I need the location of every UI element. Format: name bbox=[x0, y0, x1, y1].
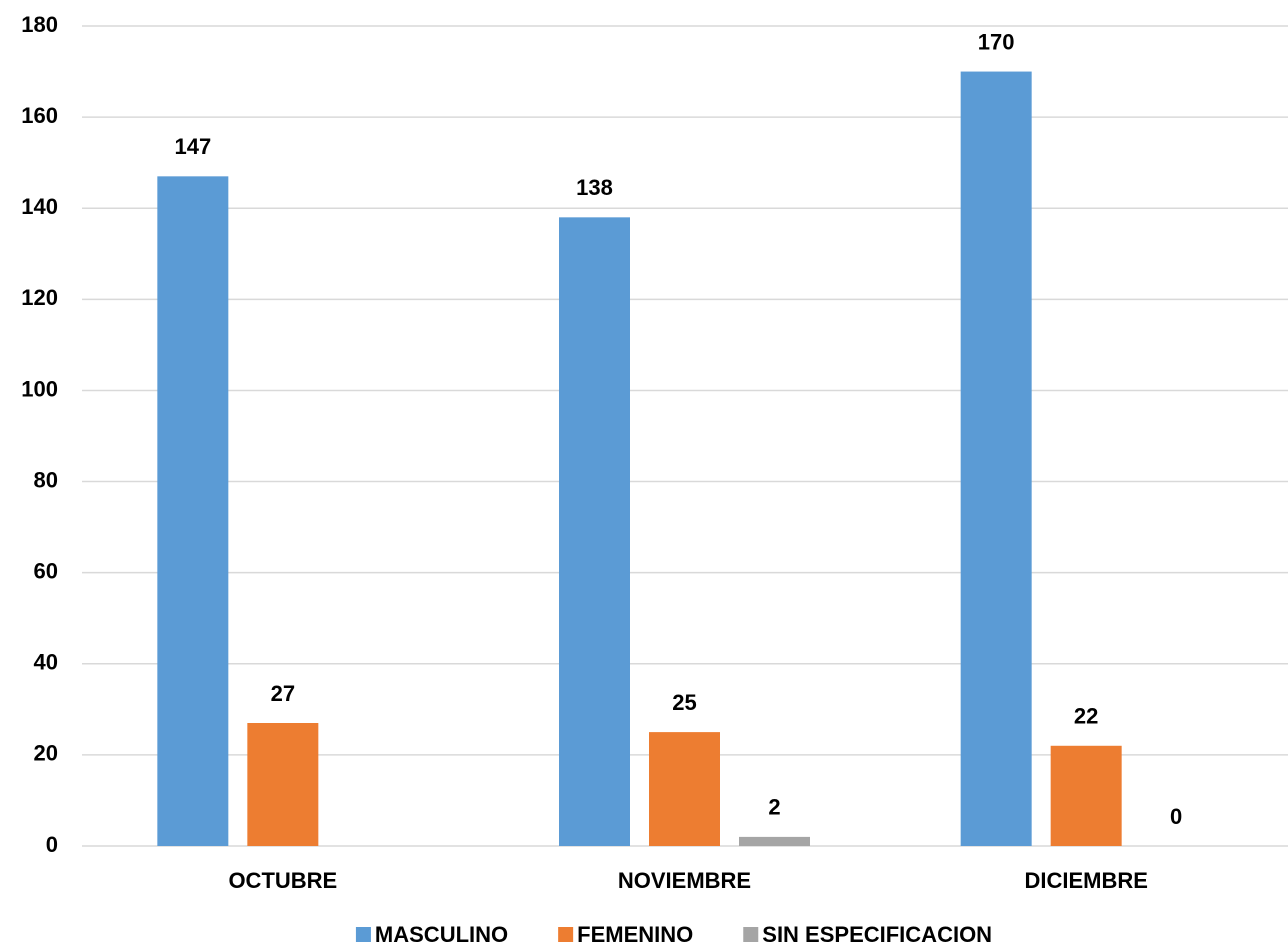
x-tick-label: DICIEMBRE bbox=[1024, 868, 1147, 893]
y-tick-label: 160 bbox=[21, 103, 58, 128]
legend-label: SIN ESPECIFICACION bbox=[762, 922, 992, 947]
legend: MASCULINO FEMENINO SIN ESPECIFICACION bbox=[355, 922, 992, 947]
y-tick-label: 120 bbox=[21, 285, 58, 310]
y-tick-label: 180 bbox=[21, 12, 58, 37]
y-tick-label: 20 bbox=[34, 741, 58, 766]
y-tick-label: 100 bbox=[21, 376, 58, 401]
bar bbox=[649, 732, 720, 846]
bar bbox=[247, 723, 319, 846]
legend-label: MASCULINO bbox=[375, 922, 508, 947]
y-tick-label: 40 bbox=[34, 650, 58, 675]
data-label: 25 bbox=[672, 690, 696, 715]
legend-swatch bbox=[558, 927, 574, 942]
legend-swatch bbox=[355, 927, 371, 942]
legend-swatch bbox=[743, 927, 759, 942]
data-label: 27 bbox=[271, 681, 295, 706]
bar bbox=[739, 836, 810, 846]
bar bbox=[157, 176, 229, 847]
y-tick-label: 60 bbox=[34, 558, 58, 583]
bar bbox=[960, 71, 1032, 847]
y-tick-label: 140 bbox=[21, 194, 58, 219]
bar bbox=[1050, 745, 1122, 846]
legend-label: FEMENINO bbox=[577, 922, 693, 947]
bar bbox=[559, 217, 630, 847]
y-tick-label: 0 bbox=[46, 832, 58, 857]
y-tick-label: 80 bbox=[34, 467, 58, 492]
x-tick-label: OCTUBRE bbox=[228, 868, 337, 893]
data-label: 0 bbox=[1170, 804, 1182, 829]
data-label: 170 bbox=[978, 29, 1015, 54]
data-label: 2 bbox=[768, 795, 780, 820]
data-label: 147 bbox=[174, 134, 211, 159]
data-label: 138 bbox=[576, 175, 613, 200]
x-tick-label: NOVIEMBRE bbox=[618, 868, 751, 893]
data-label: 22 bbox=[1074, 704, 1098, 729]
